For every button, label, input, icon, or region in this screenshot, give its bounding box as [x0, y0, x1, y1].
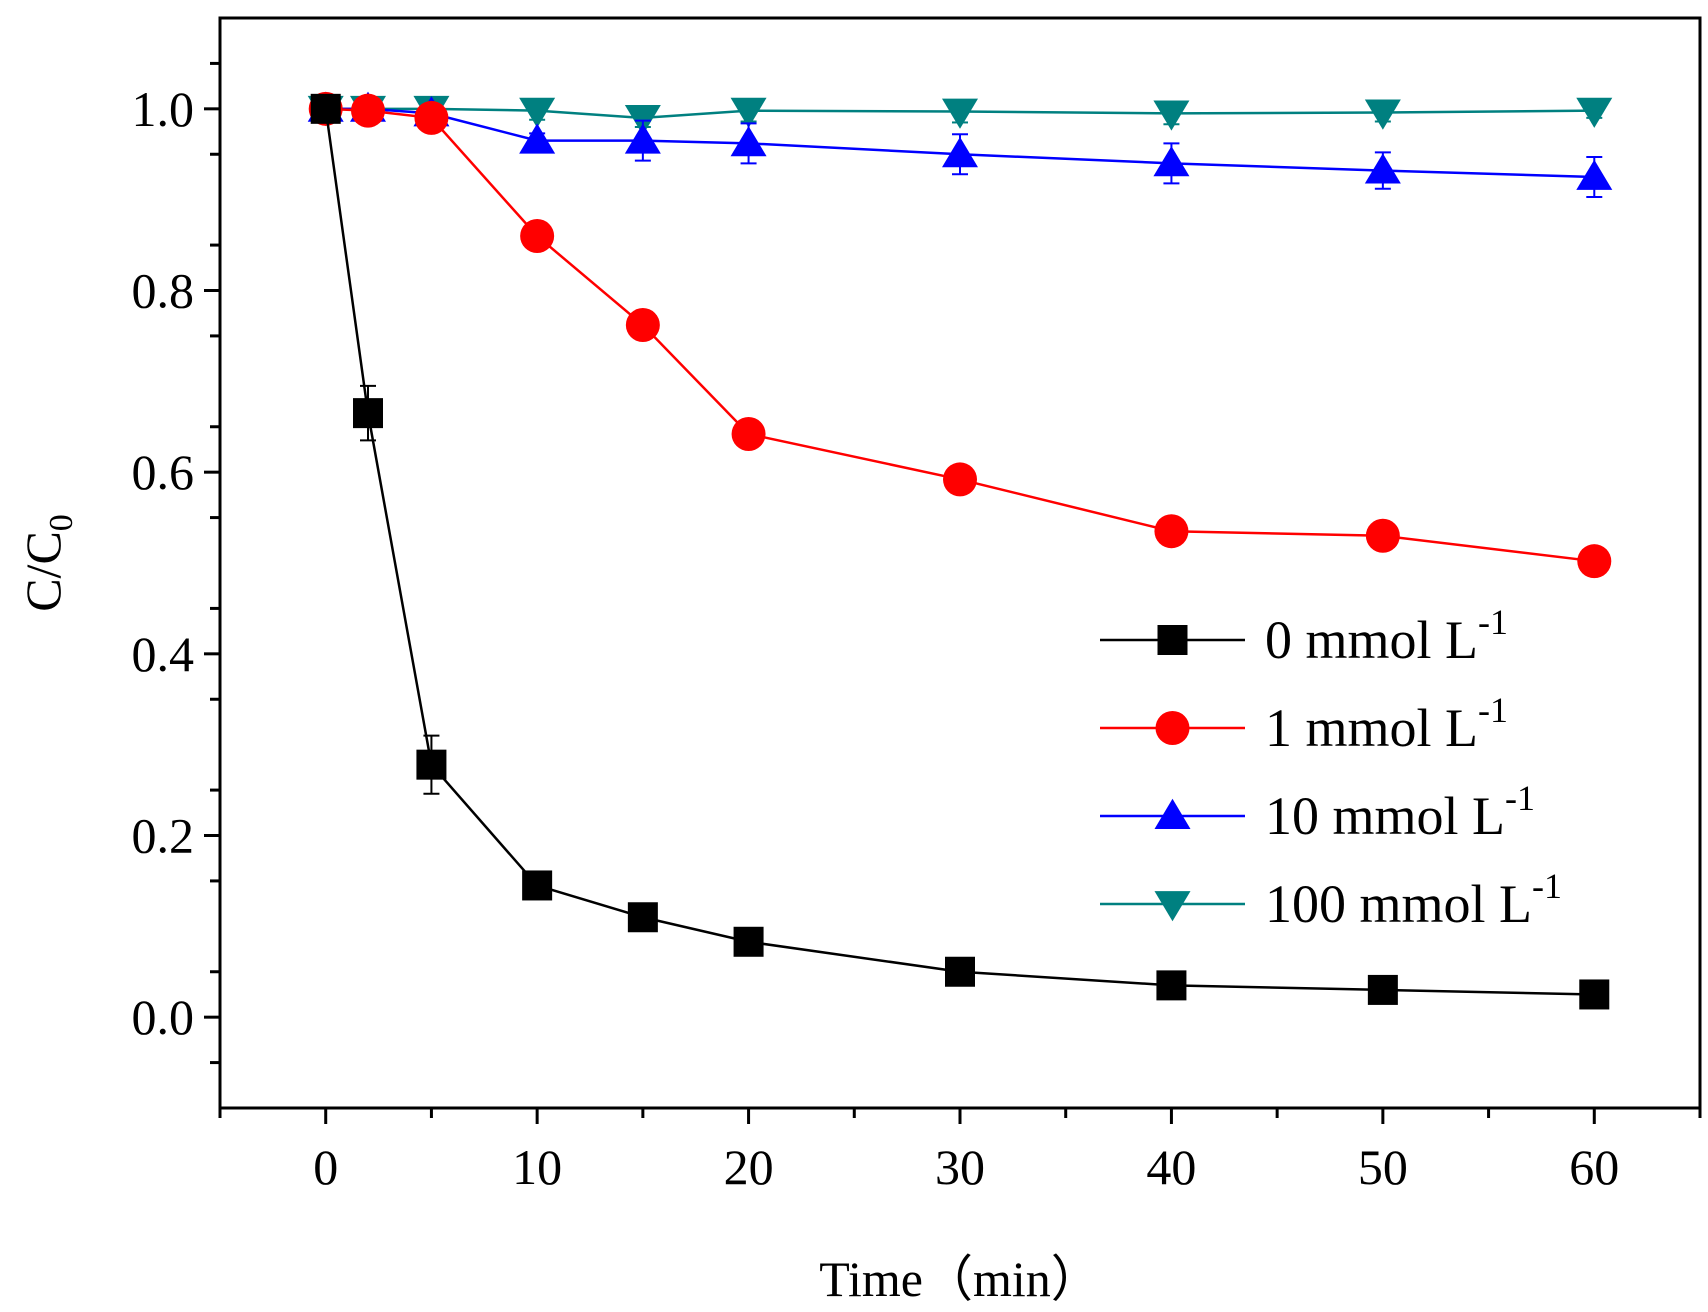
series-0	[310, 93, 1610, 1010]
data-point	[1577, 544, 1612, 579]
series-layer	[307, 91, 1613, 1010]
y-axis: 0.0 0.2 0.4 0.6 0.8 1.0	[132, 61, 220, 1065]
data-point	[520, 219, 555, 253]
x-tick-label: 40	[1146, 1139, 1196, 1195]
data-point	[310, 93, 341, 124]
y-tick-label: 1.0	[132, 81, 195, 137]
x-tick-label: 50	[1358, 1139, 1408, 1195]
legend-item: 10 mmol L-1	[1100, 778, 1535, 846]
data-point	[1364, 99, 1401, 130]
x-axis: 0 10 20 30 40 50 60	[218, 1108, 1702, 1195]
data-point	[416, 749, 447, 780]
y-tick-label: 0.6	[132, 444, 195, 500]
legend-marker	[1154, 891, 1191, 922]
series-line	[324, 108, 1595, 996]
data-point	[1367, 974, 1398, 1005]
data-point	[522, 870, 553, 901]
x-tick-label: 60	[1569, 1139, 1619, 1195]
y-tick-label: 0.0	[132, 989, 195, 1045]
series-1	[308, 91, 1612, 579]
data-point	[519, 97, 556, 128]
x-axis-title: Time（min）	[819, 1251, 1101, 1307]
data-point	[730, 97, 767, 128]
data-point	[627, 902, 658, 933]
data-point	[353, 398, 383, 429]
legend-marker	[1157, 625, 1188, 655]
data-point	[730, 126, 767, 157]
data-point	[942, 98, 978, 129]
legend: 0 mmol L-1 1 mmol L-1 10 mmol L-1 100 mmol …	[1100, 602, 1562, 934]
data-point	[733, 926, 764, 957]
data-point	[351, 93, 385, 128]
legend-item: 0 mmol L-1	[1100, 602, 1508, 670]
data-point	[1153, 100, 1190, 131]
y-tick-label: 0.8	[132, 263, 195, 319]
data-point	[1579, 979, 1610, 1010]
data-point	[945, 956, 975, 987]
legend-item: 100 mmol L-1	[1100, 866, 1562, 934]
data-point	[519, 123, 556, 154]
legend-marker	[1154, 798, 1191, 829]
x-tick-label: 30	[935, 1139, 985, 1195]
y-axis-title-subscript: 0	[43, 514, 80, 531]
legend-marker	[1155, 711, 1190, 745]
series-line	[325, 107, 1595, 563]
series-line	[325, 107, 1595, 120]
data-point	[1576, 159, 1613, 190]
x-tick-label: 0	[313, 1139, 338, 1195]
data-point	[942, 137, 978, 168]
data-point	[414, 100, 449, 135]
data-point	[1365, 518, 1400, 553]
legend-label: 100 mmol L-1	[1265, 866, 1562, 934]
y-tick-label: 0.2	[132, 808, 195, 864]
data-point	[731, 417, 766, 452]
legend-item: 1 mmol L-1	[1100, 690, 1508, 758]
y-tick-label: 0.4	[132, 626, 195, 682]
data-point	[1154, 514, 1189, 549]
x-tick-label: 10	[512, 1139, 562, 1195]
data-point	[625, 308, 660, 343]
y-axis-title-main: C/C	[15, 531, 71, 612]
legend-label: 0 mmol L-1	[1265, 602, 1508, 670]
data-point	[943, 462, 977, 497]
data-point	[1364, 153, 1401, 184]
series-line	[325, 107, 1595, 179]
data-point	[624, 123, 661, 154]
x-tick-label: 20	[724, 1139, 774, 1195]
data-point	[1576, 97, 1613, 128]
y-axis-title: C/C0	[15, 514, 80, 612]
data-point	[1153, 146, 1190, 177]
legend-label: 1 mmol L-1	[1265, 690, 1508, 758]
legend-label: 10 mmol L-1	[1265, 778, 1535, 846]
data-point	[1156, 970, 1187, 1001]
